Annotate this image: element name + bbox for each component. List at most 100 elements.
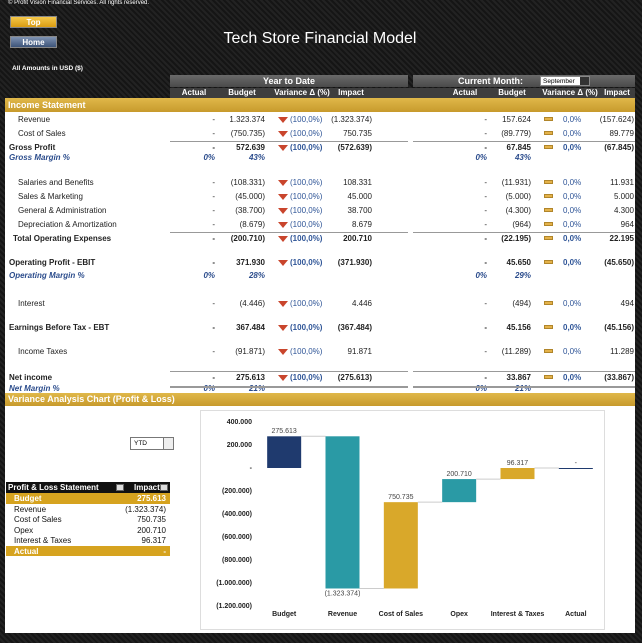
- cell-value: -: [484, 143, 487, 152]
- variance-value: 0,0%: [563, 323, 582, 332]
- variance-icon: [278, 180, 288, 186]
- cell-value: -: [484, 373, 487, 382]
- dropdown-arrow[interactable]: [580, 77, 589, 85]
- group-header: Year to Date: [170, 75, 408, 87]
- cell-value: (38.700): [235, 206, 265, 215]
- variance-icon: [544, 260, 553, 264]
- cell-value: (108.331): [230, 178, 265, 187]
- margin-value: 0%: [203, 271, 215, 280]
- variance-value: (100,0%): [290, 143, 323, 152]
- cell-value: 494: [620, 299, 634, 308]
- margin-value: 28%: [248, 271, 265, 280]
- data-label: 96.317: [507, 460, 529, 467]
- cell-value: 5.000: [613, 192, 634, 201]
- section-bar: Income Statement: [5, 98, 635, 112]
- group-header-bg: [413, 75, 635, 87]
- cell-value: (371.930): [337, 258, 372, 267]
- margin-value: 0%: [203, 384, 215, 393]
- y-tick-label: (400.000): [222, 511, 252, 518]
- cell-value: -: [212, 234, 215, 243]
- dropdown-arrow[interactable]: [163, 438, 173, 449]
- variance-value: (100,0%): [290, 347, 323, 356]
- month-dropdown[interactable]: September: [540, 76, 590, 86]
- row-label: Net income: [9, 373, 53, 382]
- header-filter: [160, 484, 168, 491]
- cell-value: -: [212, 115, 215, 124]
- cell-value: -: [484, 220, 487, 229]
- y-tick-label: (1.000.000): [216, 580, 252, 587]
- pl-row-bg: [6, 524, 170, 535]
- column-header: Budget: [498, 88, 526, 97]
- pl-label: Interest & Taxes: [14, 536, 72, 545]
- cell-value: (45.156): [604, 323, 634, 332]
- cell-value: 371.930: [236, 258, 265, 267]
- rule-line: [170, 386, 408, 388]
- top-button[interactable]: Top: [10, 16, 57, 28]
- rule-line: [413, 386, 635, 388]
- variance-value: 0,0%: [563, 178, 582, 187]
- cell-value: (367.484): [337, 323, 372, 332]
- cell-value: 108.331: [343, 178, 372, 187]
- cell-value: -: [484, 347, 487, 356]
- y-tick-label: -: [250, 465, 253, 472]
- variance-value: (100,0%): [290, 178, 323, 187]
- cell-value: -: [212, 129, 215, 138]
- cell-value: 750.735: [343, 129, 372, 138]
- cell-value: 4.446: [351, 299, 372, 308]
- variance-icon: [544, 194, 553, 198]
- pl-value: (1.323.374): [125, 504, 166, 514]
- row-label: Gross Profit: [9, 143, 56, 152]
- cell-value: -: [484, 323, 487, 332]
- cell-value: 964: [620, 220, 634, 229]
- row-label: General & Administration: [18, 206, 107, 215]
- pl-value: 275.613: [137, 494, 166, 503]
- data-label: 200.710: [447, 471, 472, 478]
- margin-value: 43%: [248, 153, 265, 162]
- x-tick-label: Interest & Taxes: [491, 611, 545, 618]
- row-label: Net Margin %: [9, 384, 60, 393]
- variance-icon: [278, 208, 288, 214]
- cell-value: (157.624): [599, 115, 634, 124]
- page-title: Tech Store Financial Model: [223, 30, 417, 47]
- cell-value: -: [212, 347, 215, 356]
- variance-icon: [544, 145, 553, 149]
- variance-value: 0,0%: [563, 299, 582, 308]
- variance-value: 0,0%: [563, 192, 582, 201]
- cell-value: 572.639: [236, 143, 265, 152]
- cell-value: (572.639): [337, 143, 372, 152]
- y-tick-label: (800.000): [222, 557, 252, 564]
- data-label: -: [575, 460, 578, 467]
- cell-value: 33.867: [506, 373, 531, 382]
- y-tick-label: 200.000: [227, 442, 252, 449]
- cell-value: (5.000): [505, 192, 531, 201]
- variance-value: 0,0%: [563, 143, 582, 152]
- y-tick-label: 400.000: [227, 419, 252, 426]
- variance-value: 0,0%: [563, 347, 582, 356]
- cell-value: -: [484, 206, 487, 215]
- data-label: 275.613: [272, 428, 297, 435]
- cell-value: (11.931): [501, 178, 531, 187]
- pl-label: Opex: [14, 525, 34, 535]
- bar: [442, 479, 477, 503]
- y-tick-label: (1.200.000): [216, 603, 252, 610]
- pl-value: 200.710: [137, 525, 166, 535]
- pl-header-bg: [6, 482, 170, 493]
- cell-value: 38.700: [347, 206, 372, 215]
- cell-value: -: [484, 178, 487, 187]
- variance-value: (100,0%): [290, 373, 323, 382]
- variance-icon: [544, 325, 553, 329]
- waterfall-chart: 400.000 200.000 - (200.000) (400.000) (600.00…: [200, 410, 605, 630]
- pl-value: -: [163, 546, 166, 556]
- bar: [325, 436, 360, 589]
- bar: [383, 502, 418, 589]
- header-filter: [116, 484, 124, 491]
- variance-icon: [544, 349, 553, 353]
- bar: [558, 468, 593, 469]
- cell-value: (45.000): [235, 192, 265, 201]
- cell-value: 67.845: [506, 143, 531, 152]
- pl-row-bg: [6, 545, 170, 556]
- variance-value: 0,0%: [563, 373, 582, 382]
- rule-line: [413, 141, 635, 142]
- home-button[interactable]: Home: [10, 36, 57, 48]
